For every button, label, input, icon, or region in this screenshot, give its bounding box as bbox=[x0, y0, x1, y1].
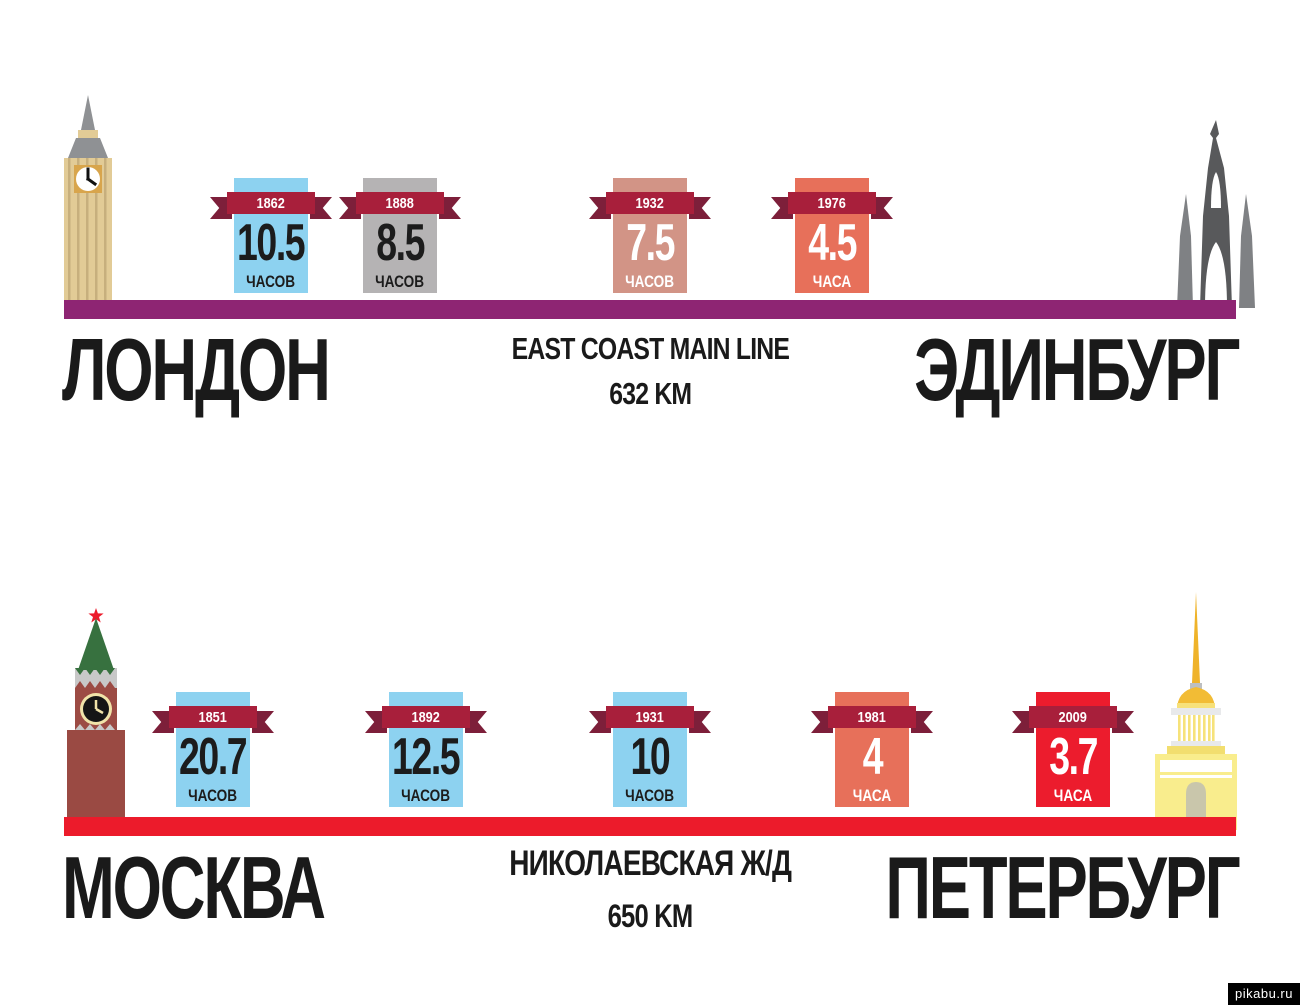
ribbon-tail-left-icon bbox=[152, 711, 174, 733]
travel-time-unit: ЧАСОВ bbox=[246, 272, 296, 291]
milestone-badge: 10 ЧАСОВ 1931 bbox=[589, 692, 711, 807]
milestone-year: 1976 bbox=[817, 194, 847, 212]
route-name-top: EAST COAST MAIN LINE bbox=[511, 331, 789, 366]
ribbon-tail-left-icon bbox=[365, 711, 387, 733]
ribbon-tail-left-icon bbox=[210, 197, 232, 219]
milestone-badge: 8.5 ЧАСОВ 1888 bbox=[339, 178, 461, 293]
milestone-badge: 3.7 ЧАСА 2009 bbox=[1012, 692, 1134, 807]
ribbon-tail-left-icon bbox=[589, 711, 611, 733]
milestones-top: 10.5 ЧАСОВ 1862 8.5 ЧАСОВ 1888 7.5 ЧАСОВ bbox=[0, 178, 1300, 308]
ribbon-band: 1981 bbox=[828, 706, 916, 728]
year-ribbon: 1888 bbox=[339, 192, 461, 220]
travel-time-unit: ЧАСА bbox=[852, 786, 892, 805]
ribbon-tail-left-icon bbox=[811, 711, 833, 733]
watermark-pikabu: pikabu.ru bbox=[1228, 983, 1300, 1005]
railway-line-bottom bbox=[64, 817, 1236, 836]
milestone-badge: 12.5 ЧАСОВ 1892 bbox=[365, 692, 487, 807]
big-ben-icon bbox=[64, 95, 112, 307]
year-ribbon: 1892 bbox=[365, 706, 487, 734]
railway-line-top bbox=[64, 300, 1236, 319]
ribbon-band: 1862 bbox=[227, 192, 315, 214]
travel-time-value: 20.7 bbox=[179, 728, 248, 786]
ribbon-band: 1976 bbox=[788, 192, 876, 214]
travel-time-unit: ЧАСОВ bbox=[625, 786, 675, 805]
travel-time-unit: ЧАСОВ bbox=[401, 786, 451, 805]
milestone-year: 1932 bbox=[635, 194, 665, 212]
year-ribbon: 1932 bbox=[589, 192, 711, 220]
ribbon-band: 1931 bbox=[606, 706, 694, 728]
ribbon-tail-left-icon bbox=[771, 197, 793, 219]
city-label-petersburg: ПЕТЕРБУРГ bbox=[884, 838, 1240, 937]
ribbon-tail-right-icon bbox=[252, 711, 274, 733]
milestone-year: 1892 bbox=[411, 708, 441, 726]
year-ribbon: 2009 bbox=[1012, 706, 1134, 734]
milestone-badge: 4 ЧАСА 1981 bbox=[811, 692, 933, 807]
ribbon-tail-right-icon bbox=[439, 197, 461, 219]
milestones-bottom: 20.7 ЧАСОВ 1851 12.5 ЧАСОВ 1892 10 ЧАСОВ bbox=[0, 692, 1300, 822]
ribbon-tail-left-icon bbox=[339, 197, 361, 219]
travel-time-value: 8.5 bbox=[376, 214, 425, 272]
badge-body: 8.5 ЧАСОВ bbox=[363, 178, 437, 293]
travel-time-unit: ЧАСА bbox=[812, 272, 852, 291]
travel-time-unit: ЧАСОВ bbox=[375, 272, 425, 291]
ribbon-tail-right-icon bbox=[465, 711, 487, 733]
city-label-london: ЛОНДОН bbox=[62, 320, 331, 419]
route-name-bottom: НИКОЛАЕВСКАЯ Ж/Д bbox=[509, 844, 792, 883]
year-ribbon: 1851 bbox=[152, 706, 274, 734]
milestone-year: 1851 bbox=[198, 708, 228, 726]
travel-time-value: 12.5 bbox=[392, 728, 461, 786]
ribbon-tail-right-icon bbox=[871, 197, 893, 219]
milestone-badge: 4.5 ЧАСА 1976 bbox=[771, 178, 893, 293]
ribbon-band: 1851 bbox=[169, 706, 257, 728]
ribbon-tail-left-icon bbox=[589, 197, 611, 219]
milestone-year: 2009 bbox=[1058, 708, 1088, 726]
city-label-moscow: МОСКВА bbox=[62, 838, 326, 937]
travel-time-unit: ЧАСОВ bbox=[188, 786, 238, 805]
ribbon-band: 1932 bbox=[606, 192, 694, 214]
travel-time-value: 10 bbox=[630, 728, 671, 786]
route-distance-bottom: 650 KM bbox=[607, 898, 694, 934]
ribbon-tail-right-icon bbox=[689, 197, 711, 219]
year-ribbon: 1981 bbox=[811, 706, 933, 734]
travel-time-value: 3.7 bbox=[1049, 728, 1098, 786]
ribbon-tail-left-icon bbox=[1012, 711, 1034, 733]
ribbon-tail-right-icon bbox=[689, 711, 711, 733]
travel-time-value: 7.5 bbox=[626, 214, 675, 272]
milestone-year: 1862 bbox=[256, 194, 286, 212]
ribbon-tail-right-icon bbox=[911, 711, 933, 733]
ribbon-tail-right-icon bbox=[310, 197, 332, 219]
milestone-badge: 10.5 ЧАСОВ 1862 bbox=[210, 178, 332, 293]
ribbon-tail-right-icon bbox=[1112, 711, 1134, 733]
ribbon-band: 1888 bbox=[356, 192, 444, 214]
year-ribbon: 1976 bbox=[771, 192, 893, 220]
city-label-edinburgh: ЭДИНБУРГ bbox=[913, 320, 1240, 419]
year-ribbon: 1931 bbox=[589, 706, 711, 734]
milestone-badge: 7.5 ЧАСОВ 1932 bbox=[589, 178, 711, 293]
ribbon-band: 2009 bbox=[1029, 706, 1117, 728]
milestone-badge: 20.7 ЧАСОВ 1851 bbox=[152, 692, 274, 807]
travel-time-value: 4 bbox=[862, 728, 883, 786]
milestone-year: 1981 bbox=[857, 708, 887, 726]
scott-monument-icon bbox=[1177, 120, 1255, 308]
travel-time-unit: ЧАСА bbox=[1053, 786, 1093, 805]
travel-time-value: 10.5 bbox=[237, 214, 306, 272]
year-ribbon: 1862 bbox=[210, 192, 332, 220]
milestone-year: 1888 bbox=[385, 194, 415, 212]
travel-time-unit: ЧАСОВ bbox=[625, 272, 675, 291]
travel-time-value: 4.5 bbox=[808, 214, 857, 272]
milestone-year: 1931 bbox=[635, 708, 665, 726]
kremlin-tower-icon bbox=[67, 608, 125, 830]
route-distance-top: 632 KM bbox=[608, 376, 692, 411]
ribbon-band: 1892 bbox=[382, 706, 470, 728]
